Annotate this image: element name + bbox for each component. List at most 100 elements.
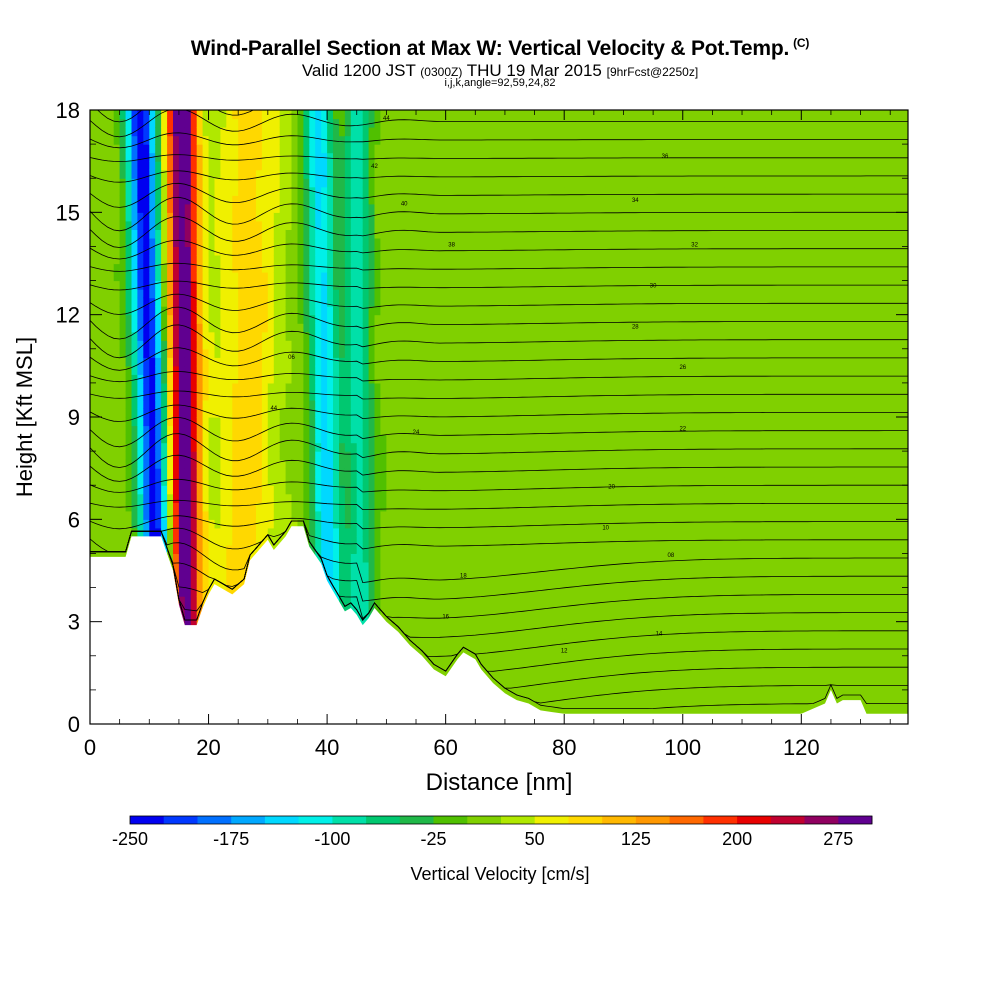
velocity-cell bbox=[178, 468, 186, 478]
velocity-cell bbox=[398, 442, 405, 452]
velocity-cell bbox=[427, 110, 435, 120]
velocity-cell bbox=[475, 237, 482, 247]
velocity-cell bbox=[350, 110, 358, 120]
velocity-cell bbox=[386, 374, 393, 384]
velocity-cell bbox=[143, 263, 150, 273]
velocity-cell bbox=[90, 468, 97, 478]
velocity-cell bbox=[315, 161, 322, 171]
velocity-cell bbox=[321, 459, 328, 469]
velocity-cell bbox=[267, 331, 275, 341]
velocity-cell bbox=[196, 399, 204, 409]
velocity-cell bbox=[238, 459, 245, 469]
velocity-cell bbox=[421, 459, 429, 469]
velocity-cell bbox=[493, 391, 500, 401]
velocity-cell bbox=[214, 289, 221, 299]
velocity-cell bbox=[380, 468, 387, 478]
velocity-cell bbox=[344, 306, 352, 316]
velocity-cell bbox=[433, 647, 441, 657]
velocity-cell bbox=[178, 502, 186, 512]
velocity-cell bbox=[256, 135, 263, 145]
velocity-cell bbox=[291, 263, 298, 273]
velocity-cell bbox=[232, 118, 239, 128]
velocity-cell bbox=[327, 374, 334, 384]
velocity-cell bbox=[439, 348, 447, 358]
velocity-cell bbox=[173, 314, 180, 324]
velocity-cell bbox=[463, 425, 470, 435]
velocity-cell bbox=[374, 297, 381, 307]
velocity-cell bbox=[297, 297, 304, 307]
velocity-cell bbox=[439, 451, 447, 461]
velocity-cell bbox=[439, 459, 447, 469]
velocity-cell bbox=[410, 399, 417, 409]
velocity-cell bbox=[250, 263, 257, 273]
velocity-cell bbox=[208, 357, 216, 367]
velocity-cell bbox=[167, 237, 174, 247]
velocity-cell bbox=[285, 408, 293, 418]
velocity-cell bbox=[398, 587, 405, 597]
velocity-cell bbox=[344, 544, 352, 554]
velocity-cell bbox=[155, 442, 162, 452]
velocity-cell bbox=[273, 459, 281, 469]
velocity-cell bbox=[137, 323, 144, 333]
velocity-cell bbox=[356, 553, 364, 563]
velocity-cell bbox=[427, 306, 435, 316]
velocity-cell bbox=[279, 408, 287, 418]
velocity-cell bbox=[386, 280, 393, 290]
velocity-cell bbox=[101, 178, 109, 188]
velocity-cell bbox=[149, 127, 156, 137]
velocity-cell bbox=[362, 161, 370, 171]
velocity-cell bbox=[404, 152, 411, 162]
velocity-cell bbox=[427, 613, 435, 623]
velocity-cell bbox=[184, 297, 192, 307]
velocity-cell bbox=[410, 621, 417, 631]
velocity-cell bbox=[427, 442, 435, 452]
velocity-cell bbox=[256, 237, 263, 247]
velocity-cell bbox=[457, 186, 464, 196]
velocity-cell bbox=[427, 417, 435, 427]
velocity-cell bbox=[427, 570, 435, 580]
velocity-cell bbox=[232, 263, 239, 273]
velocity-cell bbox=[392, 382, 399, 392]
velocity-cell bbox=[202, 382, 210, 392]
velocity-cell bbox=[190, 127, 198, 137]
velocity-cell bbox=[350, 169, 358, 179]
velocity-cell bbox=[214, 434, 221, 444]
velocity-cell bbox=[410, 604, 417, 614]
velocity-cell bbox=[398, 263, 405, 273]
velocity-cell bbox=[475, 306, 482, 316]
velocity-cell bbox=[137, 212, 144, 222]
velocity-cell bbox=[273, 144, 281, 154]
velocity-cell bbox=[386, 434, 393, 444]
velocity-cell bbox=[356, 476, 364, 486]
velocity-cell bbox=[261, 127, 269, 137]
velocity-cell bbox=[339, 562, 346, 572]
velocity-cell bbox=[238, 340, 245, 350]
velocity-cell bbox=[309, 382, 316, 392]
velocity-cell bbox=[155, 144, 162, 154]
velocity-cell bbox=[149, 408, 156, 418]
velocity-cell bbox=[481, 357, 488, 367]
velocity-cell bbox=[273, 408, 281, 418]
velocity-cell bbox=[327, 365, 334, 375]
velocity-cell bbox=[339, 169, 346, 179]
velocity-cell bbox=[137, 127, 144, 137]
velocity-cell bbox=[445, 237, 453, 247]
velocity-cell bbox=[220, 135, 227, 145]
velocity-cell bbox=[131, 297, 138, 307]
velocity-cell bbox=[333, 203, 340, 213]
velocity-cell bbox=[398, 135, 405, 145]
velocity-cell bbox=[261, 391, 269, 401]
velocity-cell bbox=[398, 510, 405, 520]
velocity-cell bbox=[410, 442, 417, 452]
velocity-cell bbox=[261, 237, 269, 247]
velocity-cell bbox=[190, 399, 198, 409]
velocity-cell bbox=[244, 314, 251, 324]
velocity-cell bbox=[469, 647, 476, 657]
velocity-cell bbox=[469, 434, 476, 444]
velocity-cell bbox=[356, 314, 364, 324]
velocity-cell bbox=[404, 178, 411, 188]
velocity-cell bbox=[196, 178, 204, 188]
velocity-cell bbox=[309, 348, 316, 358]
velocity-cell bbox=[356, 280, 364, 290]
velocity-cell bbox=[398, 382, 405, 392]
